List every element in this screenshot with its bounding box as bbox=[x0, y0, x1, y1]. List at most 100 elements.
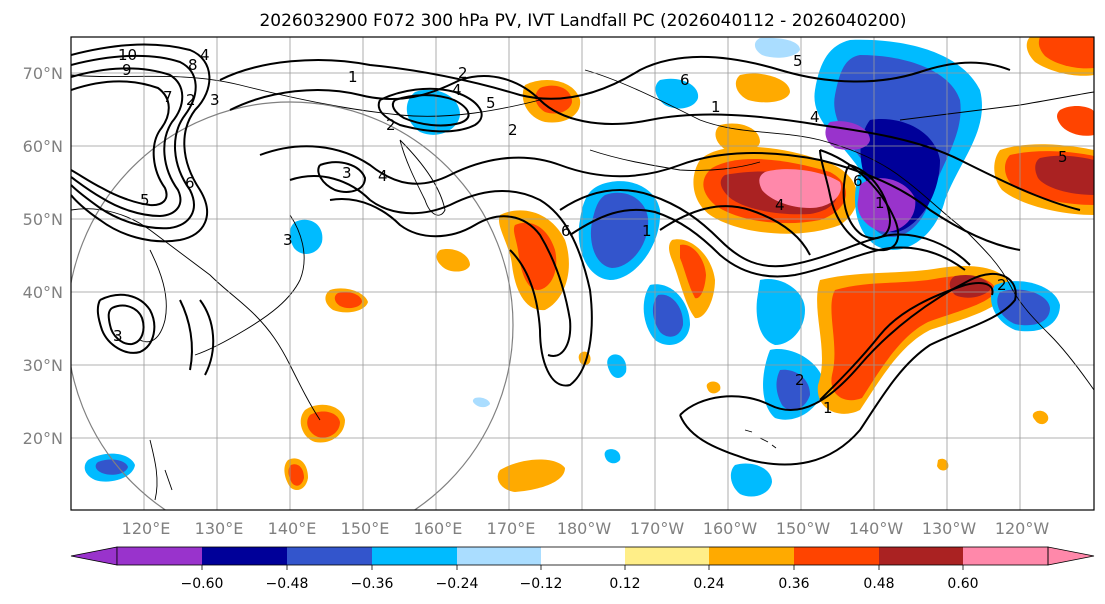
pv-contour bbox=[259, 145, 1021, 251]
lon-label: 130°W bbox=[922, 519, 977, 538]
contour-label: 6 bbox=[185, 174, 195, 192]
coastline-korea bbox=[139, 249, 167, 343]
contour-label: 2 bbox=[186, 91, 196, 109]
map-frame bbox=[70, 36, 1095, 511]
colorbar-tick-label: −0.12 bbox=[520, 576, 563, 592]
contour-label: 6 bbox=[680, 71, 690, 89]
contour-label: 7 bbox=[163, 88, 173, 106]
colorbar: −0.60 −0.48 −0.36 −0.24 −0.12 0.12 0.24 … bbox=[70, 546, 1095, 592]
colorbar-tick-label: 0.24 bbox=[693, 576, 724, 592]
contour-label: 3 bbox=[210, 91, 220, 109]
contour-label: 1 bbox=[875, 194, 885, 212]
pv-contour bbox=[317, 161, 367, 193]
pv-contour bbox=[329, 198, 572, 357]
colorbar-tick-label: 0.60 bbox=[947, 576, 978, 592]
shade-negative-region bbox=[607, 354, 627, 378]
pv-contour bbox=[71, 54, 197, 230]
shade-negative-region bbox=[754, 37, 800, 58]
lon-label: 120°E bbox=[122, 519, 171, 538]
lat-label: 70°N bbox=[23, 64, 63, 83]
colorbar-segment bbox=[457, 547, 541, 565]
lon-label: 150°E bbox=[341, 519, 390, 538]
coastline-japan bbox=[194, 214, 305, 356]
map-panel: 10 9 8 7 6 5 4 3 2 1 2 4 5 2 2 3 4 3 3 6 bbox=[70, 36, 1095, 511]
pv-contour bbox=[219, 55, 1011, 100]
shade-positive-region bbox=[1032, 410, 1049, 425]
contour-label: 6 bbox=[561, 222, 571, 240]
contour-label: 3 bbox=[283, 231, 293, 249]
contour-label: 2 bbox=[458, 64, 468, 82]
lat-label: 40°N bbox=[23, 283, 63, 302]
pv-contour bbox=[391, 94, 470, 127]
contour-label: 1 bbox=[823, 399, 833, 417]
shade-negative-region bbox=[776, 369, 810, 411]
colorbar-tick-label: −0.60 bbox=[181, 576, 224, 592]
lon-label: 180°W bbox=[557, 519, 612, 538]
coastline-hawaii bbox=[744, 429, 777, 449]
colorbar-segment bbox=[794, 547, 879, 565]
pv-contour bbox=[71, 80, 170, 207]
colorbar-segment bbox=[117, 547, 202, 565]
colorbar-ticks bbox=[201, 565, 964, 570]
contour-label: 9 bbox=[122, 61, 132, 79]
pv-contour bbox=[71, 67, 184, 218]
shade-positive-region bbox=[1038, 37, 1094, 69]
colorbar-segment bbox=[541, 547, 625, 565]
contour-label: 2 bbox=[508, 121, 518, 139]
pv-contour-layer bbox=[71, 43, 1081, 466]
shade-positive-region bbox=[307, 411, 340, 438]
shade-positive-region bbox=[1035, 155, 1094, 195]
contour-label: 1 bbox=[348, 68, 358, 86]
pv-contour bbox=[659, 205, 811, 256]
contour-label: 1 bbox=[642, 222, 652, 240]
shade-positive-region bbox=[497, 459, 565, 492]
lon-label: 130°E bbox=[195, 519, 244, 538]
shade-negative-region bbox=[997, 289, 1050, 326]
shade-negative-region bbox=[652, 294, 684, 337]
contour-label: 8 bbox=[188, 56, 198, 74]
lon-label: 140°W bbox=[849, 519, 904, 538]
colorbar-tick-label: −0.36 bbox=[351, 576, 394, 592]
lon-label: 160°E bbox=[414, 519, 463, 538]
colorbar-segment bbox=[625, 547, 709, 565]
longitude-labels: 120°E 130°E 140°E 150°E 160°E 170°E 180°… bbox=[122, 519, 1050, 538]
contour-label: 2 bbox=[795, 371, 805, 389]
shade-positive-region bbox=[436, 249, 470, 272]
pv-contour bbox=[229, 75, 1081, 211]
lat-label: 30°N bbox=[23, 356, 63, 375]
coastline-north-america bbox=[964, 229, 1094, 391]
colorbar-segment bbox=[709, 547, 794, 565]
colorbar-extend-high bbox=[1047, 546, 1095, 566]
contour-label: 3 bbox=[342, 164, 352, 182]
shade-negative-region bbox=[95, 459, 128, 475]
pv-contour bbox=[71, 43, 211, 243]
contour-label: 10 bbox=[118, 46, 137, 64]
contour-label: 4 bbox=[810, 108, 820, 126]
contour-label: 3 bbox=[113, 327, 123, 345]
shade-negative-region bbox=[655, 78, 699, 109]
shade-positive-region bbox=[334, 292, 362, 309]
shade-positive-region bbox=[831, 275, 996, 401]
colorbar-frame bbox=[116, 546, 1049, 566]
shade-positive-region bbox=[680, 244, 706, 299]
shade-negative-region bbox=[730, 463, 772, 497]
shade-negative-region bbox=[590, 192, 649, 268]
range-circle bbox=[71, 101, 514, 510]
pv-contour bbox=[96, 293, 156, 354]
lat-label: 60°N bbox=[23, 137, 63, 156]
lat-label: 50°N bbox=[23, 210, 63, 229]
contour-label: 5 bbox=[793, 52, 803, 70]
coastline-asia bbox=[71, 208, 321, 421]
pv-contour bbox=[842, 164, 892, 240]
shade-positive-region bbox=[1057, 106, 1094, 136]
contour-label: 4 bbox=[378, 167, 388, 185]
pv-contour bbox=[377, 87, 483, 133]
pv-contour bbox=[179, 299, 193, 371]
pv-contour bbox=[569, 208, 966, 278]
colorbar-segment bbox=[879, 547, 963, 565]
latitude-labels: 70°N 60°N 50°N 40°N 30°N 20°N bbox=[23, 64, 63, 448]
shade-negative-region bbox=[472, 397, 490, 408]
contour-label: 2 bbox=[386, 116, 396, 134]
shade-positive-region bbox=[513, 222, 557, 290]
